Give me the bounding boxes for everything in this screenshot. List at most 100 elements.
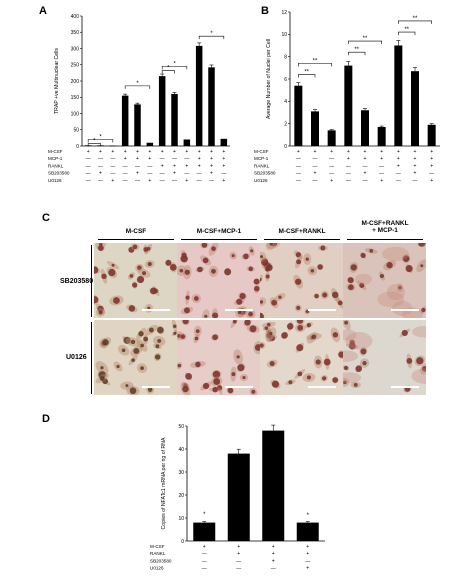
condition-mark: — <box>296 178 301 184</box>
condition-label: M-CSF <box>254 149 269 154</box>
cell-nucleus <box>131 358 135 363</box>
condition-mark: — <box>197 178 202 184</box>
cell-nucleus <box>295 278 302 285</box>
cell-nucleus <box>402 255 410 262</box>
cell-nucleus <box>98 310 103 315</box>
condition-mark: + <box>111 178 114 184</box>
panel-letter-c: C <box>42 212 50 224</box>
cell-nucleus <box>227 387 234 394</box>
condition-mark: + <box>430 178 433 184</box>
cell-nucleus <box>323 358 331 366</box>
cell-nucleus <box>266 322 271 327</box>
cell-nucleus <box>123 336 131 344</box>
condition-mark: — <box>271 566 276 572</box>
significance-label: ** <box>354 47 359 53</box>
col-header-text: M-CSF+RANKL + MCP-1 <box>361 220 409 234</box>
cell-nucleus <box>216 385 223 391</box>
cell-nucleus <box>179 268 184 273</box>
cell-nucleus <box>237 364 245 372</box>
y-axis-label: Copies of NFATc1 mRNA per ng of RNA <box>161 437 167 529</box>
condition-mark: — <box>123 171 128 177</box>
cell-nucleus <box>231 372 236 377</box>
condition-mark: + <box>124 149 127 155</box>
y-tick-label: 0 <box>76 144 79 150</box>
y-tick-label: 350 <box>71 30 80 36</box>
cell-nucleus <box>271 299 278 306</box>
condition-mark: — <box>329 163 334 169</box>
condition-mark: + <box>272 544 275 550</box>
condition-mark: + <box>173 163 176 169</box>
cell-nucleus <box>297 371 303 377</box>
y-tick-label: 10 <box>178 516 184 522</box>
condition-mark: — <box>379 163 384 169</box>
cell-nucleus <box>406 358 413 364</box>
cell-nucleus <box>154 354 161 360</box>
cell-nucleus <box>150 287 157 295</box>
cell-nucleus <box>338 351 343 358</box>
cell-nucleus <box>231 254 235 258</box>
cell-nucleus <box>296 259 302 265</box>
bar <box>227 453 250 541</box>
condition-mark: — <box>296 171 301 177</box>
bar <box>344 65 353 146</box>
y-tick-label: 8 <box>284 54 287 60</box>
cell-nucleus <box>353 382 358 387</box>
col-underline <box>181 239 257 240</box>
significance-bracket <box>348 40 382 45</box>
significance-bracket <box>398 20 432 24</box>
condition-mark: + <box>136 156 139 162</box>
cell-nucleus <box>348 342 356 350</box>
bar <box>195 45 203 146</box>
condition-mark: + <box>222 178 225 184</box>
condition-mark: — <box>363 178 368 184</box>
significance-bracket <box>198 35 225 40</box>
condition-label: MCP-1 <box>48 156 63 161</box>
condition-mark: + <box>210 156 213 162</box>
condition-mark: + <box>380 156 383 162</box>
condition-mark: — <box>172 178 177 184</box>
significance-bracket <box>298 63 332 67</box>
condition-mark: — <box>346 171 351 177</box>
cell-nucleus <box>157 338 162 343</box>
micrograph-tile <box>260 243 343 318</box>
condition-mark: — <box>413 178 418 184</box>
cell-nucleus <box>269 332 273 336</box>
cell-nucleus <box>212 370 221 379</box>
significance-label: * <box>99 135 102 141</box>
condition-mark: + <box>173 171 176 177</box>
condition-mark: — <box>110 163 115 169</box>
cell-nucleus <box>322 376 327 381</box>
cell-nucleus <box>236 355 240 359</box>
cell-nucleus <box>311 334 317 339</box>
y-tick-label: 12 <box>281 10 287 16</box>
cell-nucleus <box>239 293 246 300</box>
condition-mark: — <box>172 156 177 162</box>
condition-mark: — <box>160 171 165 177</box>
significance-bracket <box>298 74 316 78</box>
cell-nucleus <box>405 265 413 273</box>
col-header-mcsf-mcp1: M-CSF+MCP-1 <box>176 228 262 235</box>
significance-label: ** <box>304 70 309 76</box>
micrograph-image <box>94 243 177 318</box>
cell-nucleus <box>195 361 201 368</box>
cell-nucleus <box>183 307 190 314</box>
bar <box>146 142 154 146</box>
bar <box>262 430 285 541</box>
cell-nucleus <box>137 265 142 271</box>
cell-nucleus <box>169 264 177 271</box>
panel-a-chart: 0 50 100 150 200 250 300 350 400 TRAP +ve Multinu… <box>48 14 230 184</box>
condition-mark: — <box>313 163 318 169</box>
cell-nucleus <box>269 243 273 246</box>
cell-nucleus <box>201 243 208 248</box>
cell-nucleus <box>211 268 216 274</box>
condition-mark: + <box>414 149 417 155</box>
condition-mark: + <box>430 149 433 155</box>
cell-nucleus <box>266 264 273 271</box>
y-tick-label: 0 <box>181 539 184 545</box>
cell-nucleus <box>332 377 339 383</box>
condition-label: M-CSF <box>150 544 165 549</box>
cell-nucleus <box>193 296 199 301</box>
cell-nucleus <box>261 258 269 266</box>
osteoclast-body <box>345 332 373 350</box>
bar <box>361 110 369 146</box>
